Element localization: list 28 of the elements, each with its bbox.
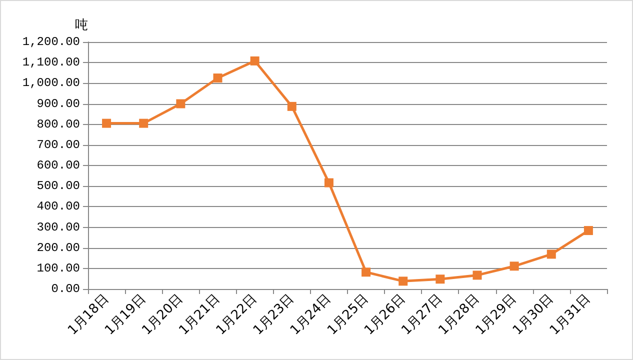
point bbox=[139, 118, 148, 128]
y-tick-label: 1,100.00 bbox=[22, 56, 80, 70]
point bbox=[213, 74, 222, 83]
y-tick-label: 200.00 bbox=[36, 240, 80, 255]
y-tick-label: 700.00 bbox=[36, 138, 80, 152]
point bbox=[398, 276, 408, 286]
y-tick-label: 100.00 bbox=[36, 261, 80, 276]
y-tick-label: 900.00 bbox=[36, 96, 80, 111]
y-tick-label: 600.00 bbox=[36, 158, 80, 172]
y-tick-label: 400.00 bbox=[36, 200, 80, 214]
y-tick-label: 1,000.00 bbox=[22, 76, 80, 90]
point bbox=[176, 99, 186, 108]
y-tick-label: 1,200.00 bbox=[22, 35, 80, 49]
y-tick-label: 300.00 bbox=[36, 220, 80, 234]
point bbox=[287, 102, 296, 111]
y-tick-label: 800.00 bbox=[36, 117, 80, 132]
point bbox=[436, 274, 445, 284]
point bbox=[510, 262, 519, 271]
point bbox=[584, 226, 593, 236]
point bbox=[362, 268, 371, 277]
y-axis-title: 吨 bbox=[75, 18, 88, 33]
y-tick-label: 0.00 bbox=[51, 282, 80, 296]
point bbox=[102, 118, 112, 128]
point bbox=[472, 270, 482, 280]
point bbox=[324, 178, 334, 188]
point bbox=[250, 56, 260, 66]
point bbox=[546, 250, 556, 259]
y-tick-label: 500.00 bbox=[36, 179, 80, 194]
